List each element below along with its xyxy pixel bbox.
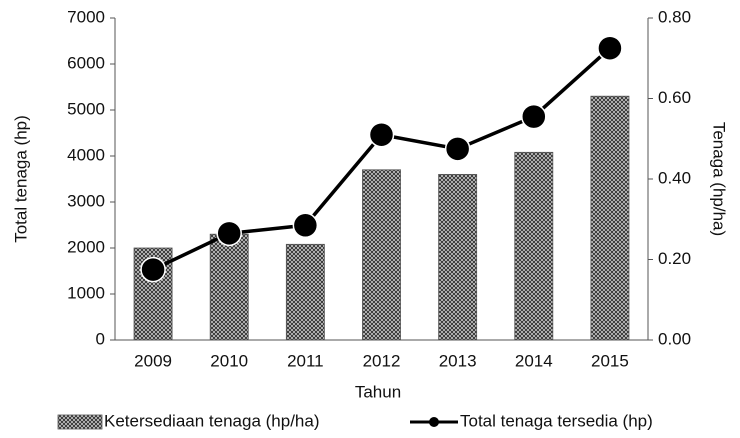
- bar: [362, 169, 401, 341]
- y-tick-label: 6000: [67, 53, 105, 72]
- y-tick-label: 2000: [67, 237, 105, 256]
- x-tick-label: 2012: [363, 351, 401, 370]
- y2-tick-label: 0.80: [658, 7, 691, 26]
- x-tick-label: 2011: [287, 351, 324, 370]
- x-tick-label: 2010: [210, 351, 248, 370]
- y2-tick-label: 0.00: [658, 329, 691, 348]
- marker: [368, 121, 395, 148]
- y2-axis-title: Tenaga (hp/ha): [710, 122, 729, 236]
- y2-tick-label: 0.20: [658, 249, 691, 268]
- x-tick-label: 2009: [134, 351, 172, 370]
- x-tick-label: 2014: [515, 351, 553, 370]
- marker: [521, 103, 547, 130]
- marker: [597, 35, 623, 61]
- y-tick-label: 7000: [67, 7, 105, 26]
- y-tick-label: 3000: [67, 191, 105, 210]
- bar: [285, 243, 325, 341]
- bar: [438, 173, 478, 341]
- marker: [216, 220, 242, 247]
- legend-marker: [429, 417, 439, 427]
- legend-label: Ketersediaan tenaga (hp/ha): [104, 411, 320, 430]
- x-tick-label: 2015: [591, 351, 629, 370]
- y-tick-label: 0: [96, 329, 105, 348]
- y2-tick-label: 0.40: [658, 168, 691, 187]
- marker: [140, 256, 166, 283]
- marker: [292, 212, 319, 239]
- y-tick-label: 1000: [67, 283, 105, 302]
- y-tick-label: 4000: [67, 145, 105, 164]
- bar: [590, 95, 630, 341]
- x-tick-label: 2013: [439, 351, 477, 370]
- y-tick-label: 5000: [67, 99, 105, 118]
- bar: [514, 151, 554, 341]
- x-axis-title: Tahun: [355, 382, 401, 401]
- legend-label: Total tenaga tersedia (hp): [460, 411, 653, 430]
- bar: [209, 233, 249, 341]
- y2-tick-label: 0.60: [658, 88, 691, 107]
- legend-swatch: [57, 414, 103, 430]
- y-axis-title: Total tenaga (hp): [11, 115, 30, 243]
- marker: [444, 136, 471, 162]
